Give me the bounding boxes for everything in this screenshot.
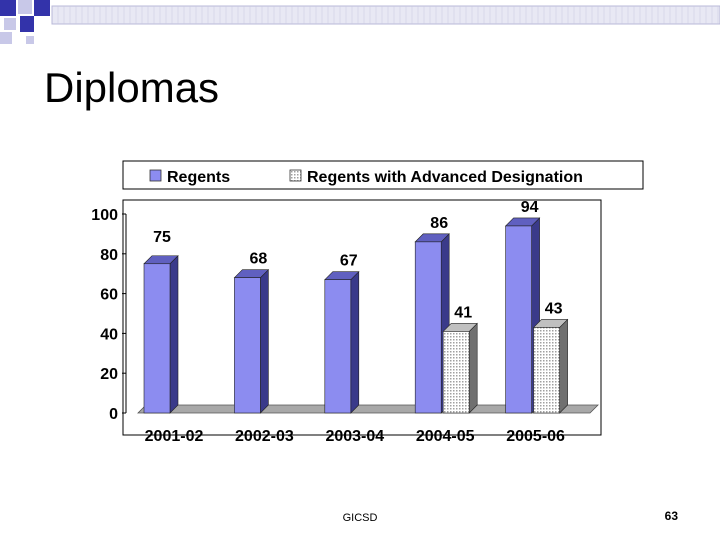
- chart-legend: Regents Regents with Advanced Designatio…: [122, 160, 644, 190]
- x-category-label: 2005-06: [506, 428, 565, 445]
- y-tick-label: 40: [100, 326, 118, 343]
- y-tick-label: 100: [91, 207, 118, 224]
- y-tick-label: 0: [109, 406, 118, 423]
- legend-label-regents: Regents: [167, 169, 230, 186]
- y-axis: 0 20 40 60 80 100: [91, 207, 127, 423]
- bar-advanced: [532, 318, 569, 414]
- bar-regents: [324, 270, 360, 414]
- deco-square: [0, 32, 12, 44]
- data-label-advanced: 41: [454, 304, 472, 321]
- bar-regents: [233, 268, 270, 414]
- data-label-regents: 68: [250, 251, 268, 268]
- data-label-regents: 67: [340, 253, 358, 270]
- deco-square: [4, 18, 16, 30]
- deco-square: [20, 16, 34, 32]
- y-tick-label: 60: [100, 287, 118, 304]
- x-category-label: 2002-03: [235, 428, 294, 445]
- page-number: 63: [664, 509, 678, 523]
- slide-title: Diplomas: [44, 64, 220, 111]
- labels-group: 75 2001-02 68 2002-03 67 2003-04 86 41 2004-05 94…: [145, 199, 565, 445]
- deco-square: [18, 0, 32, 14]
- plot-area-frame: [122, 199, 602, 436]
- deco-grid-bar: [51, 5, 720, 25]
- bar-regents: [143, 255, 179, 414]
- x-category-label: 2001-02: [145, 428, 204, 445]
- data-label-regents: 94: [521, 199, 539, 216]
- y-tick-label: 80: [100, 247, 118, 264]
- bar-chart: Regents Regents with Advanced Designatio…: [91, 160, 644, 445]
- x-category-label: 2003-04: [325, 428, 384, 445]
- data-label-regents: 75: [153, 229, 171, 246]
- legend-swatch-regents: [149, 169, 162, 182]
- y-tick-label: 20: [100, 366, 118, 383]
- data-label-regents: 86: [430, 215, 448, 232]
- x-category-label: 2004-05: [416, 428, 475, 445]
- deco-square: [34, 0, 50, 16]
- data-label-advanced: 43: [545, 300, 563, 317]
- legend-swatch-advanced: [289, 169, 302, 182]
- bar-advanced: [442, 322, 478, 414]
- bars-group: [143, 217, 569, 414]
- deco-grid-lines: [57, 6, 719, 24]
- deco-square: [0, 0, 16, 16]
- slide-footer: GICSD: [342, 512, 378, 524]
- legend-label-advanced: Regents with Advanced Designation: [307, 169, 583, 186]
- slide-header-decoration: [0, 0, 720, 44]
- deco-square: [26, 36, 34, 44]
